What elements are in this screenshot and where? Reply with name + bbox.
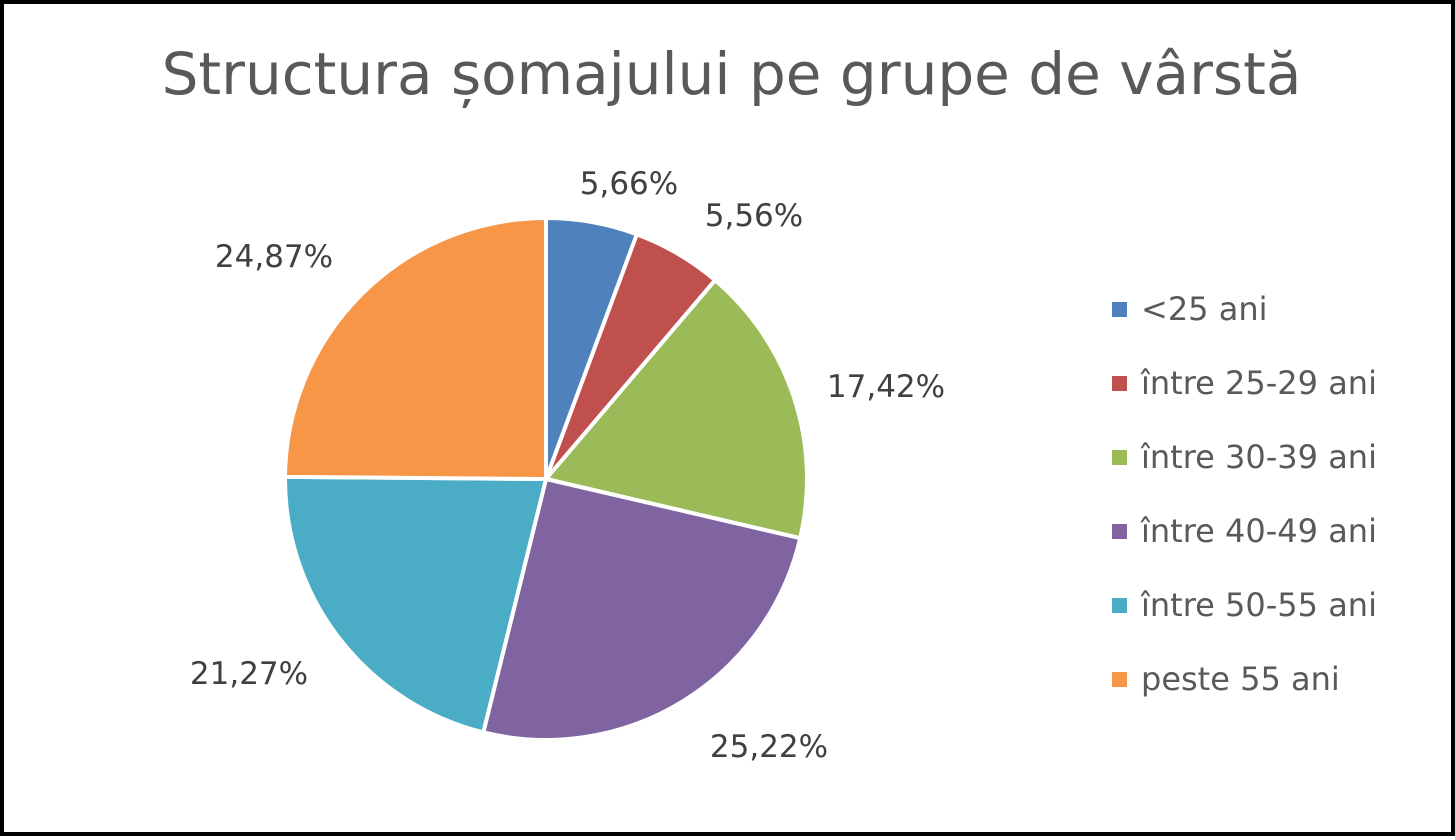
legend-swatch-3 xyxy=(1112,449,1127,465)
legend-item-5: între 50-55 ani xyxy=(1112,568,1377,642)
legend-label-3: între 30-39 ani xyxy=(1141,438,1377,476)
legend-swatch-5 xyxy=(1112,597,1127,613)
legend-label-1: <25 ani xyxy=(1141,290,1268,328)
data-label-5: 21,27% xyxy=(190,656,308,692)
legend-item-1: <25 ani xyxy=(1112,272,1377,346)
data-label-4: 25,22% xyxy=(710,729,828,765)
legend-label-2: între 25-29 ani xyxy=(1141,364,1377,402)
legend-item-6: peste 55 ani xyxy=(1112,642,1377,716)
data-label-1: 5,66% xyxy=(580,166,678,202)
legend-label-4: între 40-49 ani xyxy=(1141,512,1377,550)
data-label-2: 5,56% xyxy=(705,198,803,234)
legend-swatch-2 xyxy=(1112,375,1127,391)
data-label-6: 24,87% xyxy=(215,239,333,275)
pie-slice-4 xyxy=(481,477,803,742)
legend-swatch-4 xyxy=(1112,523,1127,539)
legend-label-5: între 50-55 ani xyxy=(1141,586,1377,624)
data-label-3: 17,42% xyxy=(827,369,945,405)
legend-label-6: peste 55 ani xyxy=(1141,660,1340,698)
legend-item-2: între 25-29 ani xyxy=(1112,346,1377,420)
legend-item-3: între 30-39 ani xyxy=(1112,420,1377,494)
pie-slice-6 xyxy=(283,216,548,481)
pie-chart: 5,66% 5,56% 17,42% 25,22% 21,27% 24,87% xyxy=(190,166,945,765)
legend-swatch-6 xyxy=(1112,671,1127,687)
pie-slice-5 xyxy=(283,474,548,735)
legend: <25 ani între 25-29 ani între 30-39 ani înt… xyxy=(1112,272,1377,716)
chart-title: Structura șomajului pe grupe de vârstă xyxy=(161,40,1302,108)
pie-slice-3 xyxy=(544,278,809,541)
legend-item-4: între 40-49 ani xyxy=(1112,494,1377,568)
legend-swatch-1 xyxy=(1112,301,1127,317)
